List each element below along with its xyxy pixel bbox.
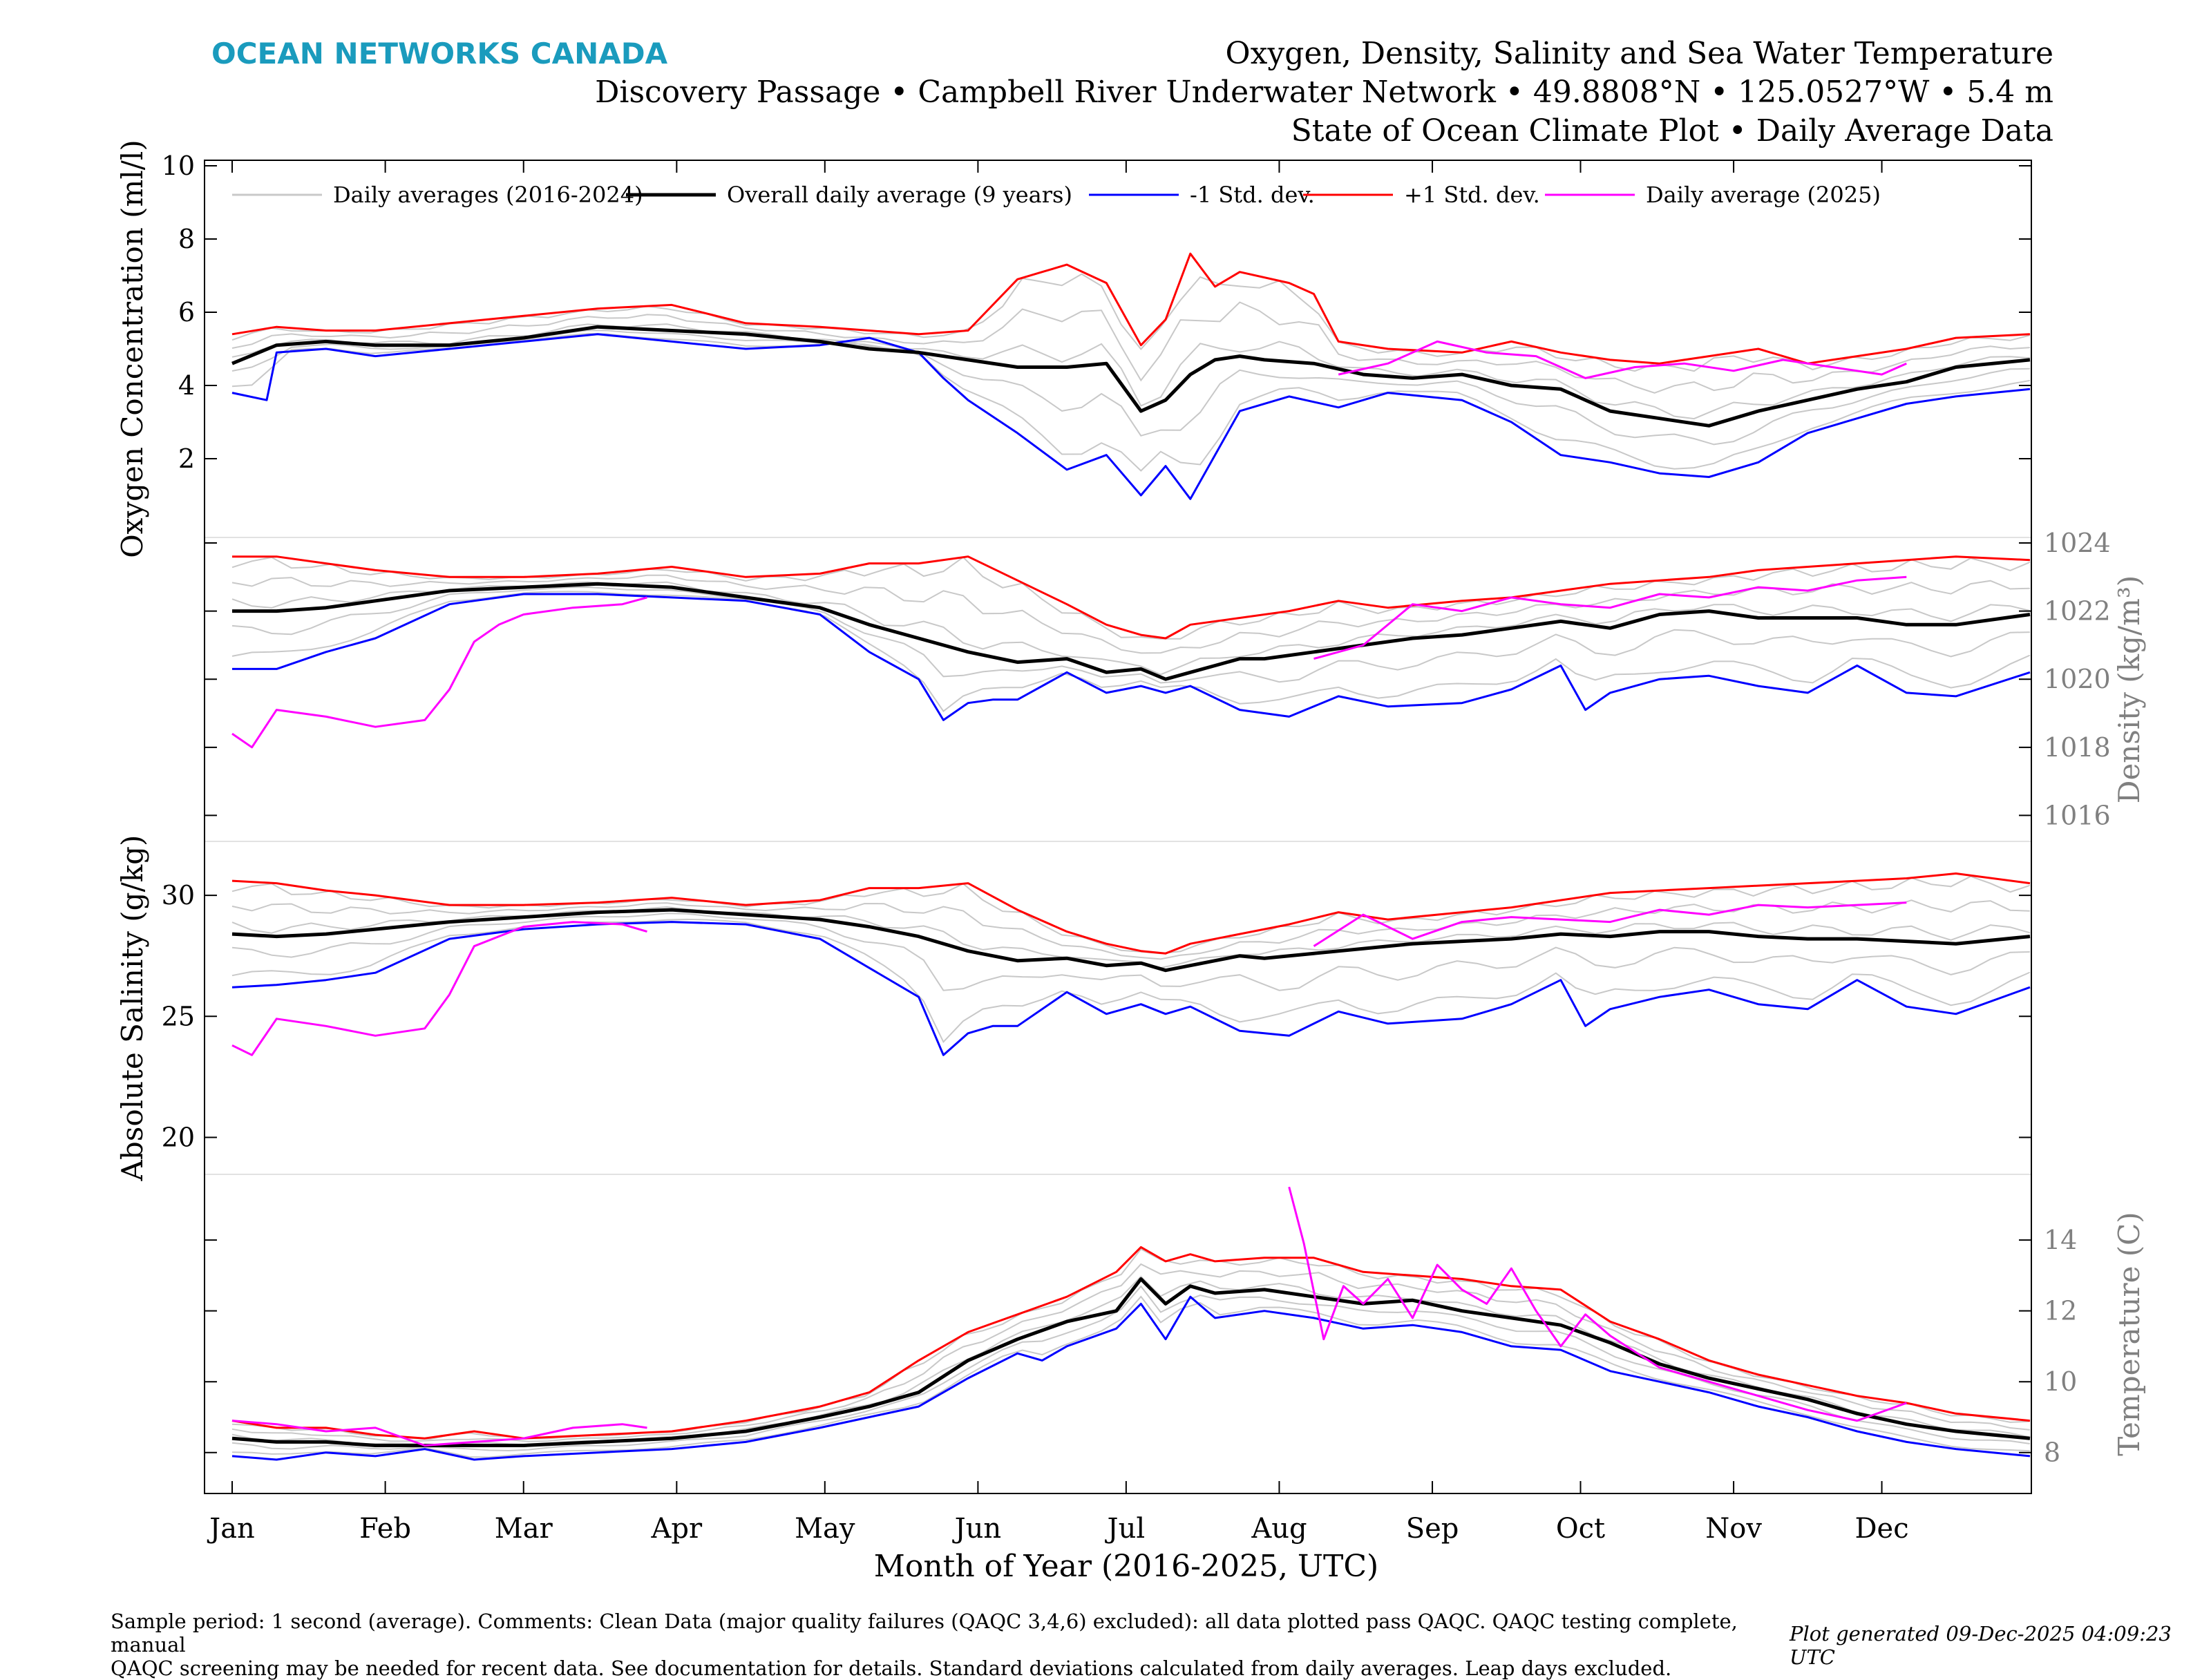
oxygen-series-minus-std: [231, 333, 2031, 500]
legend: Daily averages (2016-2024) Overall daily …: [232, 182, 1881, 208]
salinity-ytick-label: 30: [162, 880, 195, 910]
oxygen-ytick-label: 10: [162, 151, 195, 181]
x-axis-label: Month of Year (2016-2025, UTC): [874, 1549, 1378, 1584]
temperature-historical-trace-2: [231, 1285, 2031, 1452]
density-ytick-label: 1024: [2044, 528, 2111, 558]
data-layer: [231, 252, 2031, 1461]
density-ytick-label: 1018: [2044, 732, 2111, 763]
oxygen-historical-trace-5: [231, 273, 2031, 372]
xtick-label-mar: Mar: [495, 1513, 553, 1545]
temperature-ylabel: Temperature (C): [2112, 1212, 2146, 1455]
oxygen-ytick-label: 8: [178, 224, 195, 254]
temperature-ytick-label: 10: [2044, 1366, 2077, 1397]
oxygen-historical-trace-1: [231, 332, 2031, 472]
chart-subtitle-type: State of Ocean Climate Plot • Daily Aver…: [1291, 113, 2053, 149]
footer-notes-line-1: Sample period: 1 second (average). Comme…: [111, 1610, 1738, 1657]
oxygen-ylabel: Oxygen Concentration (ml/l): [115, 140, 149, 558]
salinity-series-plus-std: [231, 872, 2031, 955]
oxygen-historical-trace-3: [231, 323, 2031, 420]
temperature-historical-trace-1: [231, 1295, 2031, 1458]
oxygen-series-mean: [231, 325, 2031, 428]
xtick-label-jul: Jul: [1105, 1513, 1146, 1545]
density-series-current: [231, 575, 1907, 749]
density-series-minus-std: [232, 593, 2031, 721]
density-series-mean: [232, 582, 2031, 681]
density-historical-trace-1: [231, 591, 2031, 713]
density-historical-trace-4: [231, 574, 2031, 654]
panel-separators: [205, 537, 2031, 1175]
oxygen-ytick-label: 2: [178, 443, 195, 474]
footer-notes-line-2: QAQC screening may be needed for recent …: [111, 1657, 1672, 1680]
xtick-label-jun: Jun: [952, 1513, 1002, 1545]
oxygen-ytick-label: 6: [178, 297, 195, 327]
density-ytick-label: 1022: [2044, 596, 2111, 627]
xtick-label-feb: Feb: [359, 1513, 411, 1545]
salinity-series-current: [231, 901, 1907, 1056]
brand-logo-text: OCEAN NETWORKS CANADA: [211, 37, 668, 70]
salinity-ylabel: Absolute Salinity (g/kg): [115, 835, 149, 1182]
temperature-ytick-label: 12: [2044, 1296, 2077, 1326]
density-series-plus-std: [232, 555, 2031, 640]
salinity-ytick-label: 25: [162, 1001, 195, 1031]
oxygen-ytick-label: 4: [178, 370, 195, 401]
temperature-series-minus-std: [231, 1295, 2031, 1461]
temperature-historical-trace-5: [231, 1248, 2031, 1440]
temperature-ytick-label: 8: [2044, 1438, 2060, 1468]
footer-notes: Sample period: 1 second (average). Comme…: [111, 1610, 1783, 1680]
temperature-historical-trace-3: [231, 1275, 2031, 1446]
temperature-series-mean: [231, 1277, 2031, 1447]
salinity-historical-trace-2: [231, 913, 2031, 991]
oxygen-historical-trace-4: [231, 301, 2031, 394]
oxygen-series-current: [1338, 340, 1907, 379]
temperature-historical-trace-4: [231, 1263, 2031, 1442]
temperature-series-current: [231, 1186, 1907, 1447]
xtick-label-sep: Sep: [1406, 1513, 1459, 1545]
xtick-label-oct: Oct: [1556, 1513, 1605, 1545]
xtick-label-dec: Dec: [1854, 1513, 1908, 1545]
salinity-historical-trace-5: [231, 875, 2031, 955]
chart-title: Oxygen, Density, Salinity and Sea Water …: [1226, 36, 2053, 71]
temperature-ytick-label: 14: [2044, 1225, 2077, 1255]
salinity-series-minus-std: [231, 921, 2031, 1056]
chart-subtitle-location: Discovery Passage • Campbell River Under…: [595, 75, 2053, 110]
density-ytick-label: 1016: [2044, 800, 2111, 830]
legend-label-3: -1 Std. dev.: [1190, 182, 1315, 208]
plot-frame: [204, 160, 2032, 1494]
oxygen-series-plus-std: [231, 252, 2031, 365]
salinity-series-mean: [231, 908, 2031, 973]
xtick-label-jan: Jan: [207, 1513, 255, 1545]
xtick-label-apr: Apr: [651, 1513, 703, 1545]
density-ylabel: Density (kg/m³): [2112, 575, 2146, 803]
xtick-label-aug: Aug: [1251, 1513, 1307, 1545]
legend-label-4: +1 Std. dev.: [1404, 182, 1540, 208]
legend-label-2: Overall daily average (9 years): [727, 182, 1072, 208]
density-historical-trace-2: [231, 586, 2031, 684]
xtick-label-nov: Nov: [1705, 1513, 1762, 1545]
salinity-ytick-label: 20: [162, 1122, 195, 1152]
legend-label-1: Daily averages (2016-2024): [333, 182, 643, 208]
legend-label-5: Daily average (2025): [1646, 182, 1881, 208]
xtick-label-may: May: [795, 1513, 855, 1545]
plot-generated-timestamp: Plot generated 09-Dec-2025 04:09:23 UTC: [1790, 1622, 2172, 1669]
density-ytick-label: 1020: [2044, 664, 2111, 694]
